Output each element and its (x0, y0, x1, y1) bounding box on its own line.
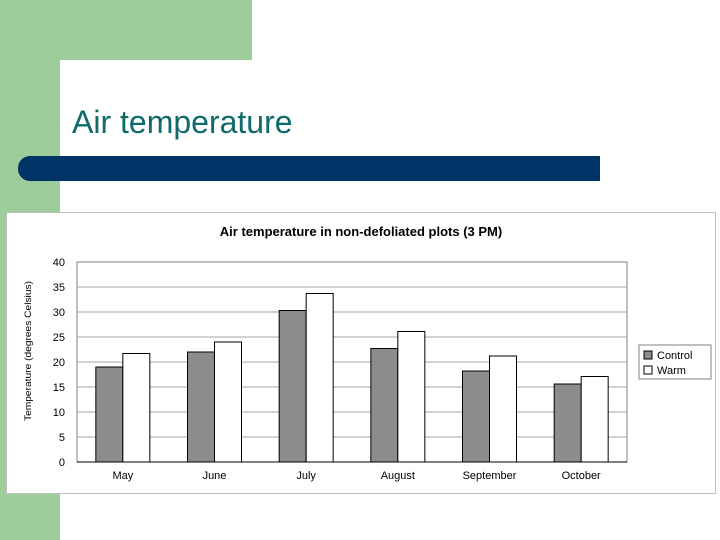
legend-swatch-control (643, 350, 653, 360)
legend: Control Warm (638, 344, 712, 380)
y-tick-label: 30 (53, 307, 65, 319)
bar-control (187, 351, 215, 463)
bar-control (462, 370, 490, 463)
bar-warm (214, 341, 242, 463)
y-tick-label: 5 (59, 432, 65, 444)
legend-swatch-warm (643, 365, 653, 375)
slide-title: Air temperature (72, 104, 293, 140)
bar-warm (489, 355, 517, 463)
bar-control (370, 348, 399, 463)
bar-control (278, 310, 307, 463)
y-tick-label: 35 (53, 282, 65, 294)
bar-warm (580, 376, 609, 463)
y-tick-label: 15 (53, 382, 65, 394)
bar-control (95, 366, 124, 463)
y-tick-label: 25 (53, 332, 65, 344)
y-tick-label: 10 (53, 407, 65, 419)
bar-warm (305, 293, 334, 463)
legend-label-control: Control (657, 350, 692, 362)
x-tick-label: July (296, 470, 316, 482)
x-tick-label: June (203, 470, 227, 482)
x-tick-label: September (463, 470, 517, 482)
y-tick-label: 40 (53, 257, 65, 269)
legend-label-warm: Warm (657, 365, 686, 377)
chart-frame: Air temperature in non-defoliated plots … (6, 212, 716, 494)
chart-title: Air temperature in non-defoliated plots … (220, 224, 502, 239)
x-tick-label: May (112, 470, 133, 482)
bar-warm (122, 353, 151, 463)
bar-control (553, 383, 582, 463)
y-tick-label: 0 (59, 457, 65, 469)
x-tick-label: August (381, 470, 415, 482)
title-underline-bar (18, 156, 600, 181)
y-tick-label: 20 (53, 357, 65, 369)
y-axis-label: Temperature (degrees Celsius) (23, 281, 33, 421)
bar-chart: Air temperature in non-defoliated plots … (23, 224, 712, 482)
bar-warm (397, 331, 426, 463)
x-tick-label: October (562, 470, 601, 482)
